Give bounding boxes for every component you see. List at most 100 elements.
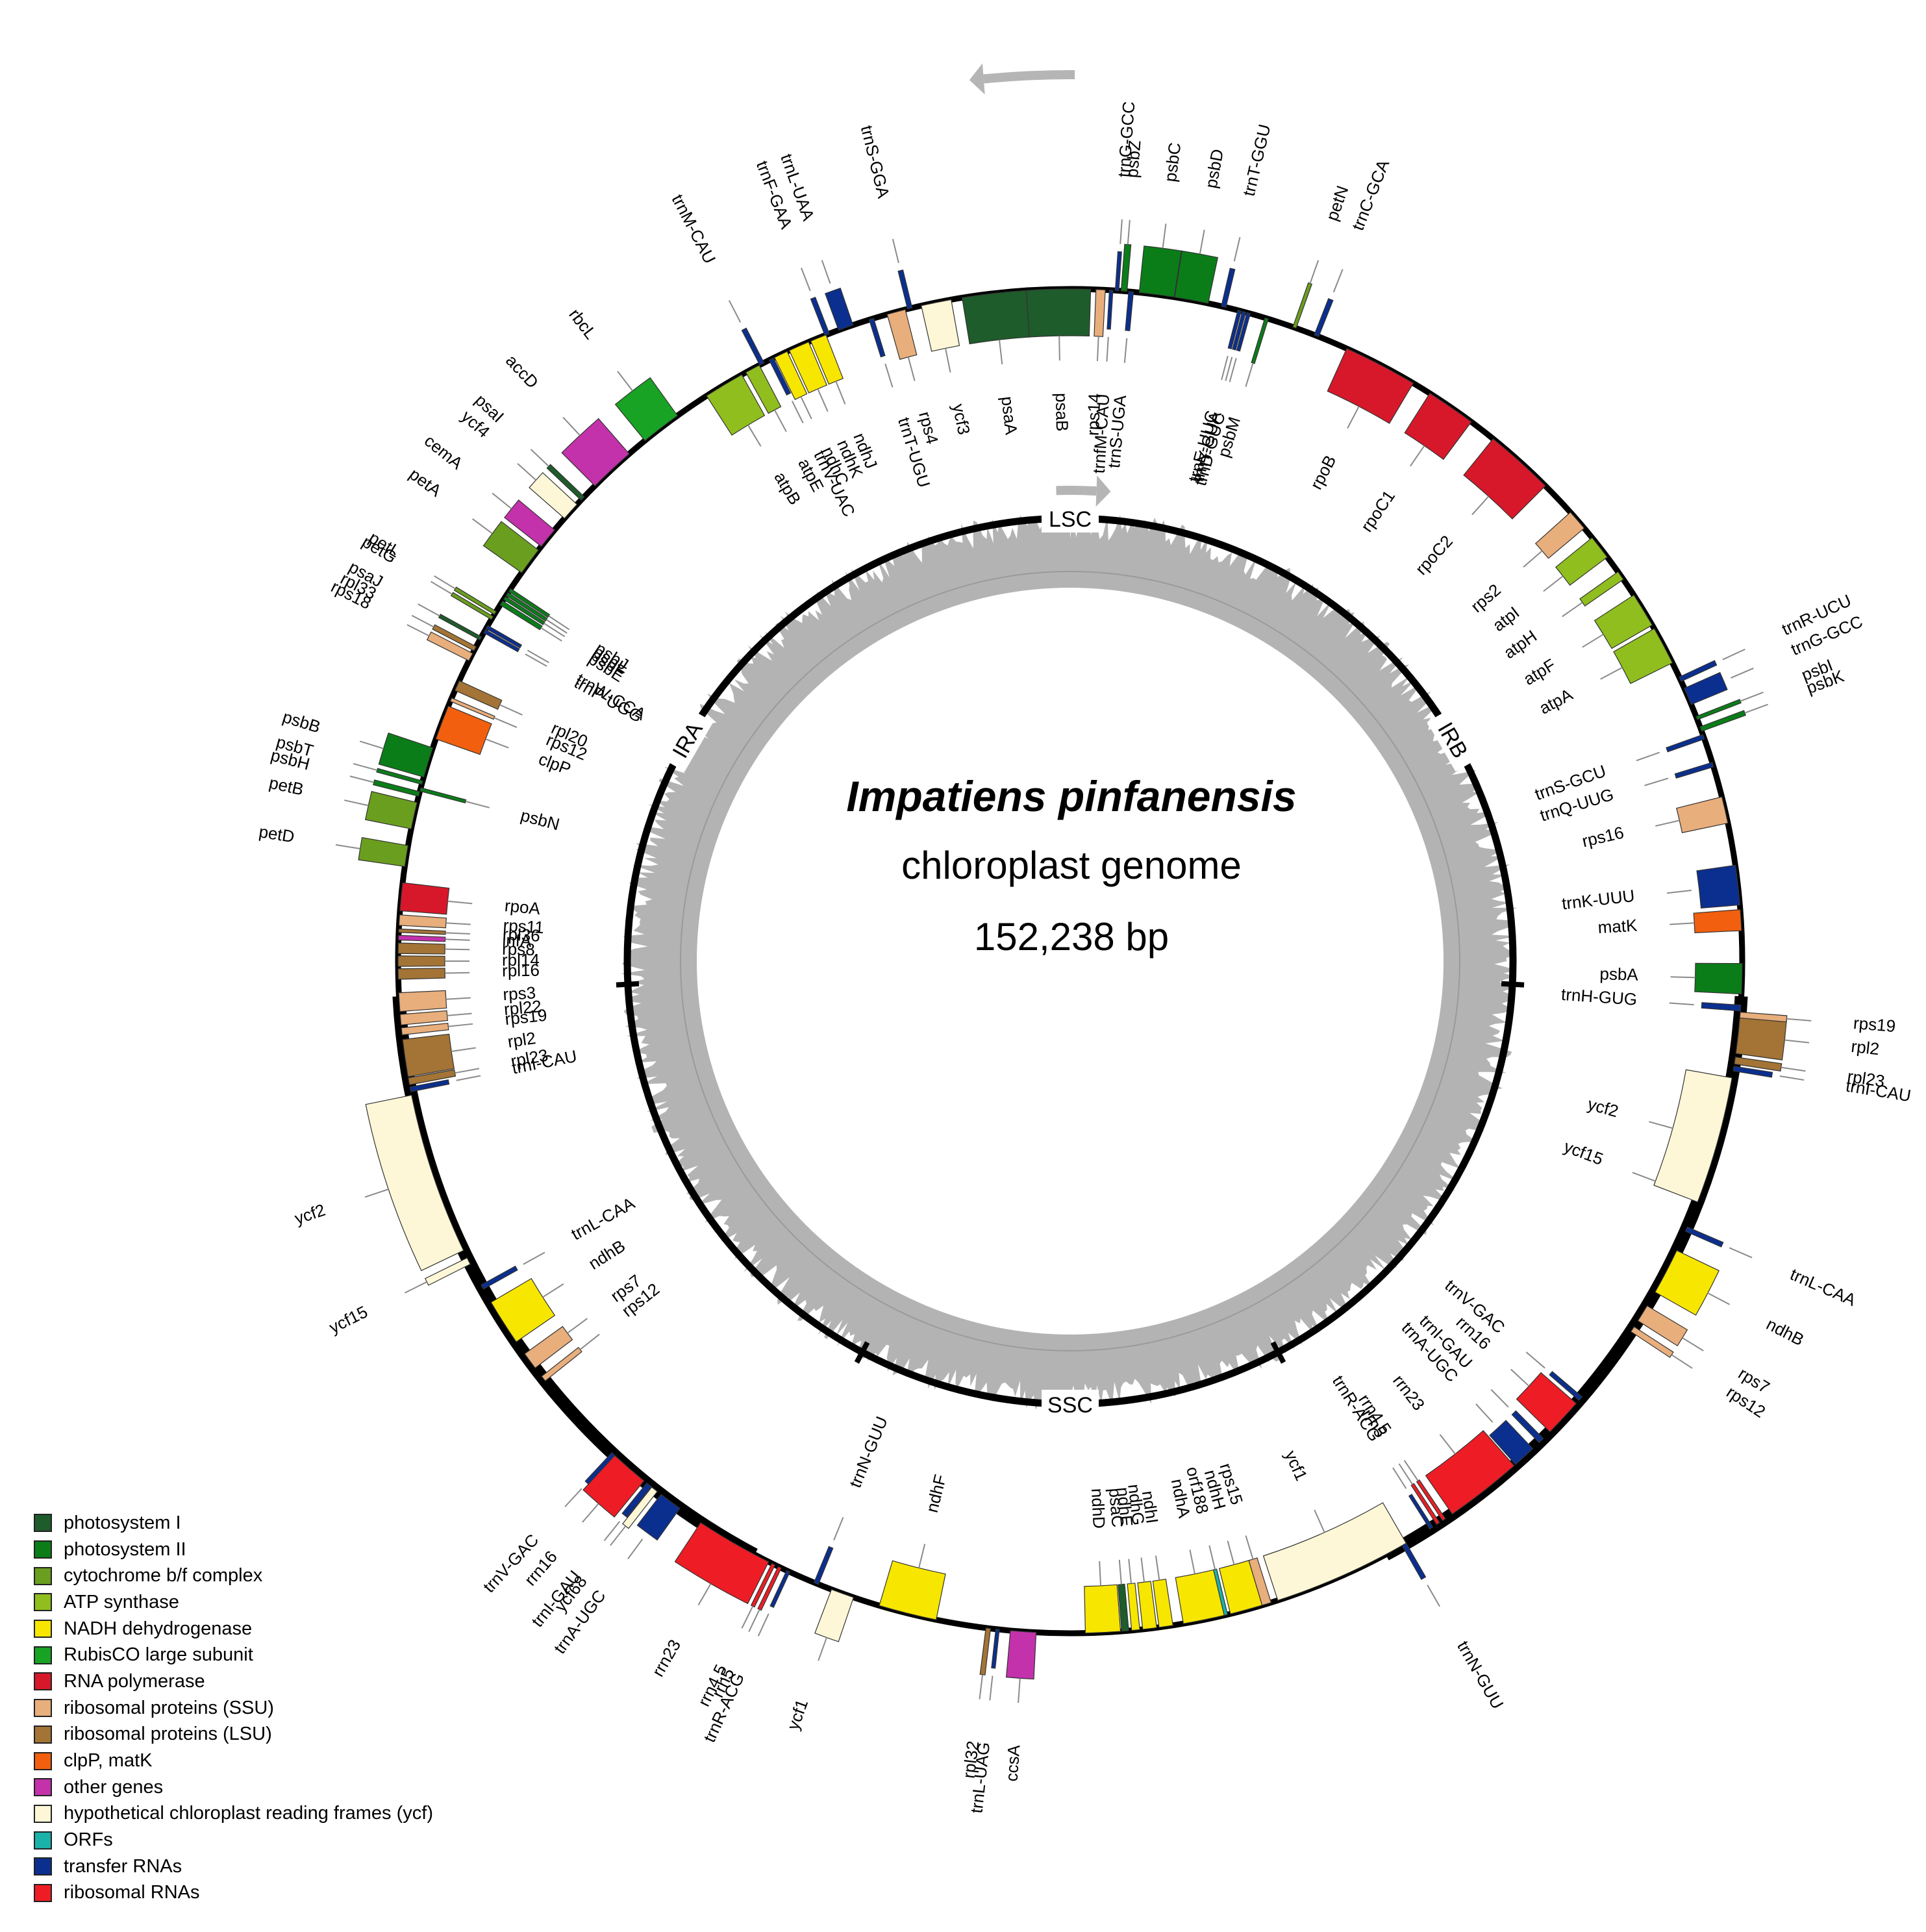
gene-label: trnS-GGA (857, 123, 894, 201)
inner-direction-arrow (1056, 486, 1097, 496)
boundary-tick (1501, 981, 1525, 988)
legend-item: ribosomal RNAs (34, 1880, 433, 1907)
gene-leader (818, 1637, 827, 1661)
gene-block-trnp-ugg (483, 629, 520, 653)
gene-block-trnw-cca (485, 625, 523, 649)
boundary-tick (854, 1341, 870, 1364)
gene-label: atpH (1500, 626, 1540, 662)
gene-leader (418, 603, 440, 617)
gene-leader (1347, 406, 1360, 429)
gene-block-psbc (1138, 245, 1182, 298)
gene-label: psaC (1105, 1487, 1128, 1528)
gene-block-rpl32 (979, 1627, 992, 1675)
gene-block-trnn-guu (813, 1546, 834, 1585)
gene-label: rpl2 (1850, 1036, 1880, 1059)
gene-leader (1309, 260, 1319, 284)
gene-block-psac (1118, 1583, 1129, 1632)
gene-block-psab (1025, 288, 1092, 338)
gene-leader (545, 619, 568, 634)
boundary-tick (1270, 1341, 1286, 1364)
gene-block-trni-gau (1511, 1410, 1544, 1444)
gene-block-rps8 (397, 942, 445, 955)
gene-label: ndhG (1124, 1483, 1148, 1527)
gene-leader (603, 1521, 621, 1541)
gene-leader (1118, 1559, 1122, 1585)
legend-label: clpP, matK (64, 1750, 153, 1772)
gene-leader (1162, 223, 1167, 249)
gene-block-trni-cau (1732, 1066, 1773, 1078)
gene-leader (1439, 1434, 1456, 1455)
gene-leader (465, 801, 490, 809)
legend-label: photosystem II (64, 1538, 186, 1560)
gene-block-trni-gau (621, 1482, 652, 1518)
gene-block-rpl2 (402, 1033, 455, 1077)
gene-label: ycf1 (1281, 1448, 1312, 1484)
gene-label: psaB (1052, 393, 1072, 432)
gene-leader (1245, 1535, 1254, 1560)
gene-label: trnT-GGU (1239, 122, 1275, 198)
gene-block-ndhj (810, 334, 844, 385)
gene-block-trnfm-cau (1107, 290, 1114, 330)
region-label-bg (660, 707, 714, 772)
gene-leader (1510, 1368, 1530, 1387)
gene-block-rps12 (541, 1347, 582, 1382)
legend-label: ATP synthase (64, 1591, 179, 1612)
gene-block-ndhc (773, 351, 808, 401)
outer-direction-arrow-head (969, 63, 985, 95)
gene-leader (353, 762, 378, 771)
gene-block-rpl22 (399, 1010, 449, 1025)
gene-leader (527, 649, 549, 664)
gene-leader (1106, 336, 1109, 362)
gene-leader (1410, 445, 1425, 467)
legend-item: other genes (34, 1774, 433, 1801)
region-label-bg (1042, 504, 1099, 533)
gene-leader (728, 300, 742, 323)
region-label-bg (1042, 1390, 1099, 1418)
gene-leader (1644, 777, 1669, 786)
gene-block-atpa (1613, 628, 1673, 684)
gene-leader (817, 388, 829, 412)
gene-block-ycf68 (622, 1487, 658, 1529)
gene-block-trnt-ggu (1221, 268, 1236, 308)
gene-leader (998, 340, 1003, 365)
gene-leader (1096, 336, 1099, 361)
gene-block-rpob (1327, 347, 1414, 424)
gene-label: infA (502, 930, 532, 951)
legend-label: ribosomal proteins (SSU) (64, 1697, 274, 1718)
boundary-tick (616, 981, 640, 988)
gene-label: rps14 (1083, 393, 1105, 436)
legend-swatch (34, 1778, 52, 1797)
legend-swatch (34, 1593, 52, 1612)
gene-block-rps15 (1248, 1557, 1272, 1606)
gene-label: psaA (997, 395, 1021, 436)
gene-block-ycf1 (1262, 1502, 1407, 1601)
gene-leader (741, 1605, 754, 1629)
gene-block-rpl36 (398, 928, 446, 935)
gene-block-petn (1292, 282, 1313, 329)
gene-leader (445, 938, 470, 941)
legend-item: photosystem II (34, 1537, 433, 1563)
gene-leader (542, 1283, 564, 1298)
legend-swatch (34, 1566, 52, 1585)
gene-block-rps12 (449, 697, 495, 720)
gene-label: trnM-CAU (668, 191, 720, 266)
gene-leader (567, 1318, 588, 1334)
gene-label: ycf15 (1561, 1136, 1606, 1169)
gene-leader (884, 363, 894, 388)
gene-leader (1229, 358, 1237, 383)
gene-leader (548, 615, 570, 631)
gene-block-atph (1579, 571, 1624, 607)
gene-block-atpf (1594, 594, 1653, 649)
gene-block-clpp (435, 705, 492, 755)
gene-leader (451, 1047, 476, 1053)
gene-leader (1669, 1002, 1694, 1006)
gene-label: rpoB (1306, 452, 1340, 493)
gene-leader (530, 449, 549, 467)
legend-label: photosystem I (64, 1512, 181, 1533)
gene-label: rpoA (504, 896, 542, 918)
gene-block-trnl-uag (991, 1628, 1000, 1669)
gene-leader (1221, 355, 1229, 381)
gene-label: accD (502, 351, 542, 392)
gene-label: atpF (1520, 655, 1559, 689)
gene-label: ndhE (1114, 1487, 1137, 1527)
